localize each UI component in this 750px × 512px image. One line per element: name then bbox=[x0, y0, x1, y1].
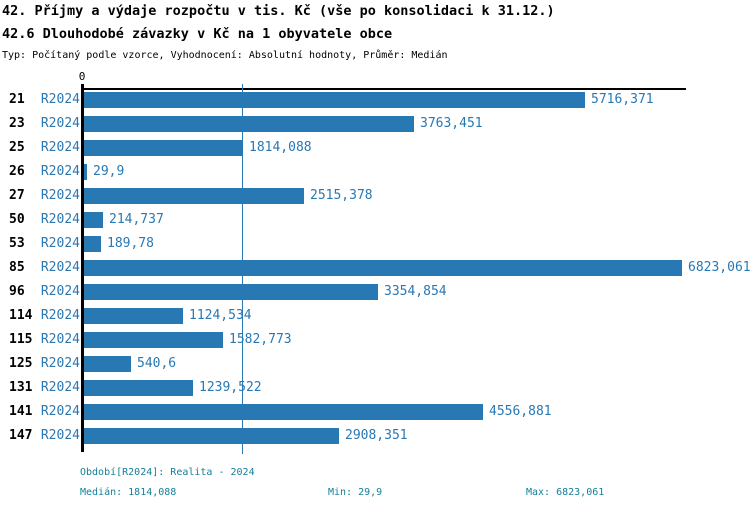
bar-value-label: 2515,378 bbox=[310, 188, 373, 203]
bar bbox=[84, 212, 103, 228]
row-category-label: 96 bbox=[9, 284, 25, 299]
row-series-label: R2024 bbox=[40, 140, 80, 155]
bar-value-label: 1582,773 bbox=[229, 332, 292, 347]
x-axis-zero-tick-label: 0 bbox=[78, 70, 86, 83]
row-series-label: R2024 bbox=[40, 380, 80, 395]
row-category-label: 125 bbox=[9, 356, 33, 371]
row-category-label: 23 bbox=[9, 116, 25, 131]
row-series-label: R2024 bbox=[40, 116, 80, 131]
bar bbox=[84, 356, 131, 372]
row-series-label: R2024 bbox=[40, 308, 80, 323]
row-category-label: 131 bbox=[9, 380, 33, 395]
bar-value-label: 189,78 bbox=[107, 236, 154, 251]
row-series-label: R2024 bbox=[40, 260, 80, 275]
bar-value-label: 4556,881 bbox=[489, 404, 552, 419]
row-series-label: R2024 bbox=[40, 404, 80, 419]
row-series-label: R2024 bbox=[40, 212, 80, 227]
bar bbox=[84, 308, 183, 324]
bar-value-label: 6823,061 bbox=[688, 260, 750, 275]
bar bbox=[84, 284, 378, 300]
row-series-label: R2024 bbox=[40, 164, 80, 179]
bar bbox=[84, 92, 585, 108]
row-category-label: 115 bbox=[9, 332, 33, 347]
row-series-label: R2024 bbox=[40, 188, 80, 203]
row-category-label: 25 bbox=[9, 140, 25, 155]
bar-value-label: 3354,854 bbox=[384, 284, 447, 299]
row-category-label: 147 bbox=[9, 428, 33, 443]
bar bbox=[84, 404, 483, 420]
x-axis-line bbox=[81, 88, 686, 90]
row-series-label: R2024 bbox=[40, 356, 80, 371]
bar bbox=[84, 428, 339, 444]
bar-value-label: 1814,088 bbox=[249, 140, 312, 155]
row-category-label: 50 bbox=[9, 212, 25, 227]
row-category-label: 26 bbox=[9, 164, 25, 179]
footer-max-stat: Max: 6823,061 bbox=[526, 487, 605, 498]
row-category-label: 114 bbox=[9, 308, 33, 323]
bar bbox=[84, 332, 223, 348]
row-category-label: 141 bbox=[9, 404, 33, 419]
bar bbox=[84, 260, 682, 276]
bar-value-label: 1124,534 bbox=[189, 308, 252, 323]
row-category-label: 53 bbox=[9, 236, 25, 251]
row-category-label: 85 bbox=[9, 260, 25, 275]
row-series-label: R2024 bbox=[40, 236, 80, 251]
row-category-label: 21 bbox=[9, 92, 25, 107]
row-category-label: 27 bbox=[9, 188, 25, 203]
bar-value-label: 3763,451 bbox=[420, 116, 483, 131]
bar-value-label: 540,6 bbox=[137, 356, 177, 371]
footer-median-stat: Medián: 1814,088 bbox=[80, 487, 177, 498]
bar bbox=[84, 164, 87, 180]
chart-type-line: Typ: Počítaný podle vzorce, Vyhodnocení:… bbox=[2, 50, 448, 61]
row-series-label: R2024 bbox=[40, 428, 80, 443]
bar-value-label: 29,9 bbox=[93, 164, 125, 179]
row-series-label: R2024 bbox=[40, 92, 80, 107]
chart-subtitle: 42.6 Dlouhodobé závazky v Kč na 1 obyvat… bbox=[2, 26, 393, 42]
bar-value-label: 1239,522 bbox=[199, 380, 262, 395]
bar bbox=[84, 140, 243, 156]
bar bbox=[84, 236, 101, 252]
bar-value-label: 5716,371 bbox=[591, 92, 654, 107]
bar bbox=[84, 116, 414, 132]
footer-period-label: Období[R2024]: Realita - 2024 bbox=[80, 467, 255, 478]
bar bbox=[84, 188, 304, 204]
bar-value-label: 2908,351 bbox=[345, 428, 408, 443]
chart-title: 42. Příjmy a výdaje rozpočtu v tis. Kč (… bbox=[2, 3, 555, 19]
y-axis-line bbox=[81, 84, 84, 452]
row-series-label: R2024 bbox=[40, 284, 80, 299]
footer-min-stat: Min: 29,9 bbox=[328, 487, 383, 498]
bar-value-label: 214,737 bbox=[109, 212, 164, 227]
bar bbox=[84, 380, 193, 396]
row-series-label: R2024 bbox=[40, 332, 80, 347]
